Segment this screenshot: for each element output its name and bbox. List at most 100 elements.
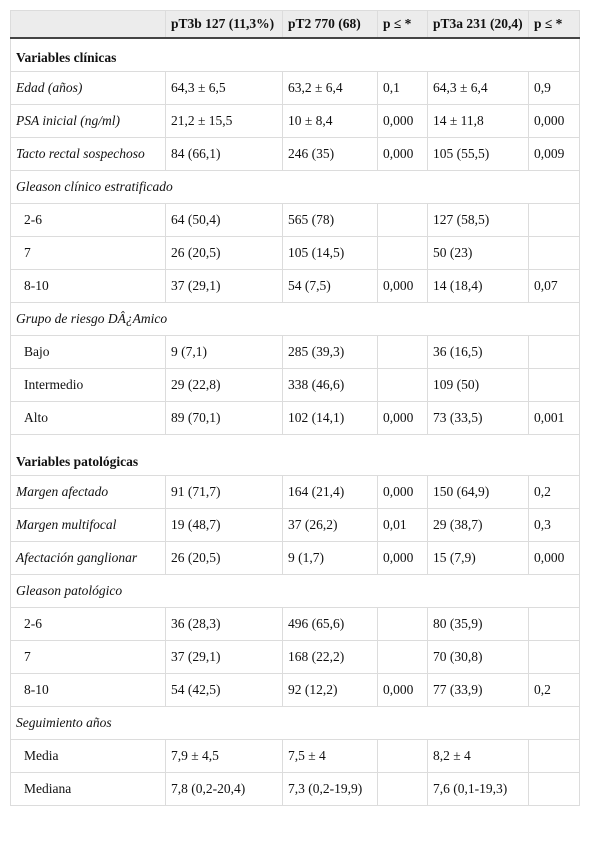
cell: 7,3 (0,2-19,9) xyxy=(282,772,378,806)
cell: 7,9 ± 4,5 xyxy=(165,739,283,773)
cell xyxy=(528,203,580,237)
cell xyxy=(377,640,428,674)
cell: 164 (21,4) xyxy=(282,475,378,509)
sub-row: 2-6 64 (50,4) 565 (78) 127 (58,5) xyxy=(10,203,580,237)
cell: 15 (7,9) xyxy=(427,541,529,575)
header-cell: p ≤ * xyxy=(528,10,580,39)
group-title: Gleason patológico xyxy=(10,574,580,608)
cell: 0,01 xyxy=(377,508,428,542)
cell: 0,000 xyxy=(377,401,428,435)
row-label: Edad (años) xyxy=(10,71,166,105)
cell xyxy=(528,236,580,270)
section-row: Variables clínicas xyxy=(10,37,580,72)
cell: 0,001 xyxy=(528,401,580,435)
table-body: Variables clínicas Edad (años) 64,3 ± 6,5 6… xyxy=(10,37,580,806)
cell: 127 (58,5) xyxy=(427,203,529,237)
cell xyxy=(377,203,428,237)
cell: 91 (71,7) xyxy=(165,475,283,509)
cell: 84 (66,1) xyxy=(165,137,283,171)
cell: 21,2 ± 15,5 xyxy=(165,104,283,138)
row-label: PSA inicial (ng/ml) xyxy=(10,104,166,138)
cell xyxy=(528,640,580,674)
cell: 29 (22,8) xyxy=(165,368,283,402)
cell: 0,2 xyxy=(528,475,580,509)
var-row: Tacto rectal sospechoso 84 (66,1) 246 (35)… xyxy=(10,137,580,171)
cell xyxy=(377,368,428,402)
row-label: 7 xyxy=(10,236,166,270)
section-title: Variables clínicas xyxy=(10,37,580,72)
header-cell: p ≤ * xyxy=(377,10,428,39)
cell: 109 (50) xyxy=(427,368,529,402)
group-row: Gleason clínico estratificado xyxy=(10,170,580,204)
cell: 26 (20,5) xyxy=(165,541,283,575)
sub-row: 2-6 36 (28,3) 496 (65,6) 80 (35,9) xyxy=(10,607,580,641)
cell: 8,2 ± 4 xyxy=(427,739,529,773)
sub-row: Mediana 7,8 (0,2-20,4) 7,3 (0,2-19,9) 7,6 (… xyxy=(10,772,580,806)
sub-row: Media 7,9 ± 4,5 7,5 ± 4 8,2 ± 4 xyxy=(10,739,580,773)
header-cell xyxy=(10,10,166,39)
cell: 0,1 xyxy=(377,71,428,105)
group-title: Gleason clínico estratificado xyxy=(10,170,580,204)
cell: 89 (70,1) xyxy=(165,401,283,435)
header-cell: pT3b 127 (11,3%) xyxy=(165,10,283,39)
cell: 7,8 (0,2-20,4) xyxy=(165,772,283,806)
cell: 0,000 xyxy=(377,475,428,509)
sub-row: 8-10 37 (29,1) 54 (7,5) 0,000 14 (18,4) 0,07 xyxy=(10,269,580,303)
cell xyxy=(528,607,580,641)
row-label: 7 xyxy=(10,640,166,674)
cell xyxy=(377,236,428,270)
cell: 26 (20,5) xyxy=(165,236,283,270)
cell: 246 (35) xyxy=(282,137,378,171)
row-label: Margen multifocal xyxy=(10,508,166,542)
row-label: 8-10 xyxy=(10,673,166,707)
cell: 92 (12,2) xyxy=(282,673,378,707)
cell: 496 (65,6) xyxy=(282,607,378,641)
sub-row: 7 37 (29,1) 168 (22,2) 70 (30,8) xyxy=(10,640,580,674)
cell: 0,009 xyxy=(528,137,580,171)
cell: 7,5 ± 4 xyxy=(282,739,378,773)
cell: 0,000 xyxy=(528,541,580,575)
section-row: Variables patológicas xyxy=(10,434,580,476)
section-title: Variables patológicas xyxy=(10,434,580,476)
cell: 54 (42,5) xyxy=(165,673,283,707)
cell: 37 (29,1) xyxy=(165,269,283,303)
cell: 0,000 xyxy=(377,104,428,138)
cell: 0,000 xyxy=(377,541,428,575)
cell: 9 (7,1) xyxy=(165,335,283,369)
cell: 29 (38,7) xyxy=(427,508,529,542)
cell: 14 ± 11,8 xyxy=(427,104,529,138)
row-label: Media xyxy=(10,739,166,773)
cell: 77 (33,9) xyxy=(427,673,529,707)
cell: 37 (29,1) xyxy=(165,640,283,674)
group-row: Gleason patológico xyxy=(10,574,580,608)
cell: 105 (14,5) xyxy=(282,236,378,270)
cell: 64,3 ± 6,5 xyxy=(165,71,283,105)
cell xyxy=(528,368,580,402)
cell: 70 (30,8) xyxy=(427,640,529,674)
cell: 36 (16,5) xyxy=(427,335,529,369)
cell: 0,9 xyxy=(528,71,580,105)
header-row: pT3b 127 (11,3%) pT2 770 (68) p ≤ * pT3a 23… xyxy=(10,10,580,39)
cell: 80 (35,9) xyxy=(427,607,529,641)
cell: 168 (22,2) xyxy=(282,640,378,674)
row-label: Mediana xyxy=(10,772,166,806)
row-label: 2-6 xyxy=(10,607,166,641)
group-title: Grupo de riesgo DÂ¿Amico xyxy=(10,302,580,336)
var-row: Margen multifocal 19 (48,7) 37 (26,2) 0,01 2… xyxy=(10,508,580,542)
group-row: Grupo de riesgo DÂ¿Amico xyxy=(10,302,580,336)
cell: 19 (48,7) xyxy=(165,508,283,542)
cell: 64,3 ± 6,4 xyxy=(427,71,529,105)
cell: 285 (39,3) xyxy=(282,335,378,369)
cell: 0,000 xyxy=(377,137,428,171)
row-label: 2-6 xyxy=(10,203,166,237)
cell: 63,2 ± 6,4 xyxy=(282,71,378,105)
cell xyxy=(528,739,580,773)
cell: 0,000 xyxy=(377,673,428,707)
cell: 64 (50,4) xyxy=(165,203,283,237)
cell: 73 (33,5) xyxy=(427,401,529,435)
cell: 0,2 xyxy=(528,673,580,707)
row-label: Alto xyxy=(10,401,166,435)
cell: 0,000 xyxy=(377,269,428,303)
row-label: Afectación ganglionar xyxy=(10,541,166,575)
